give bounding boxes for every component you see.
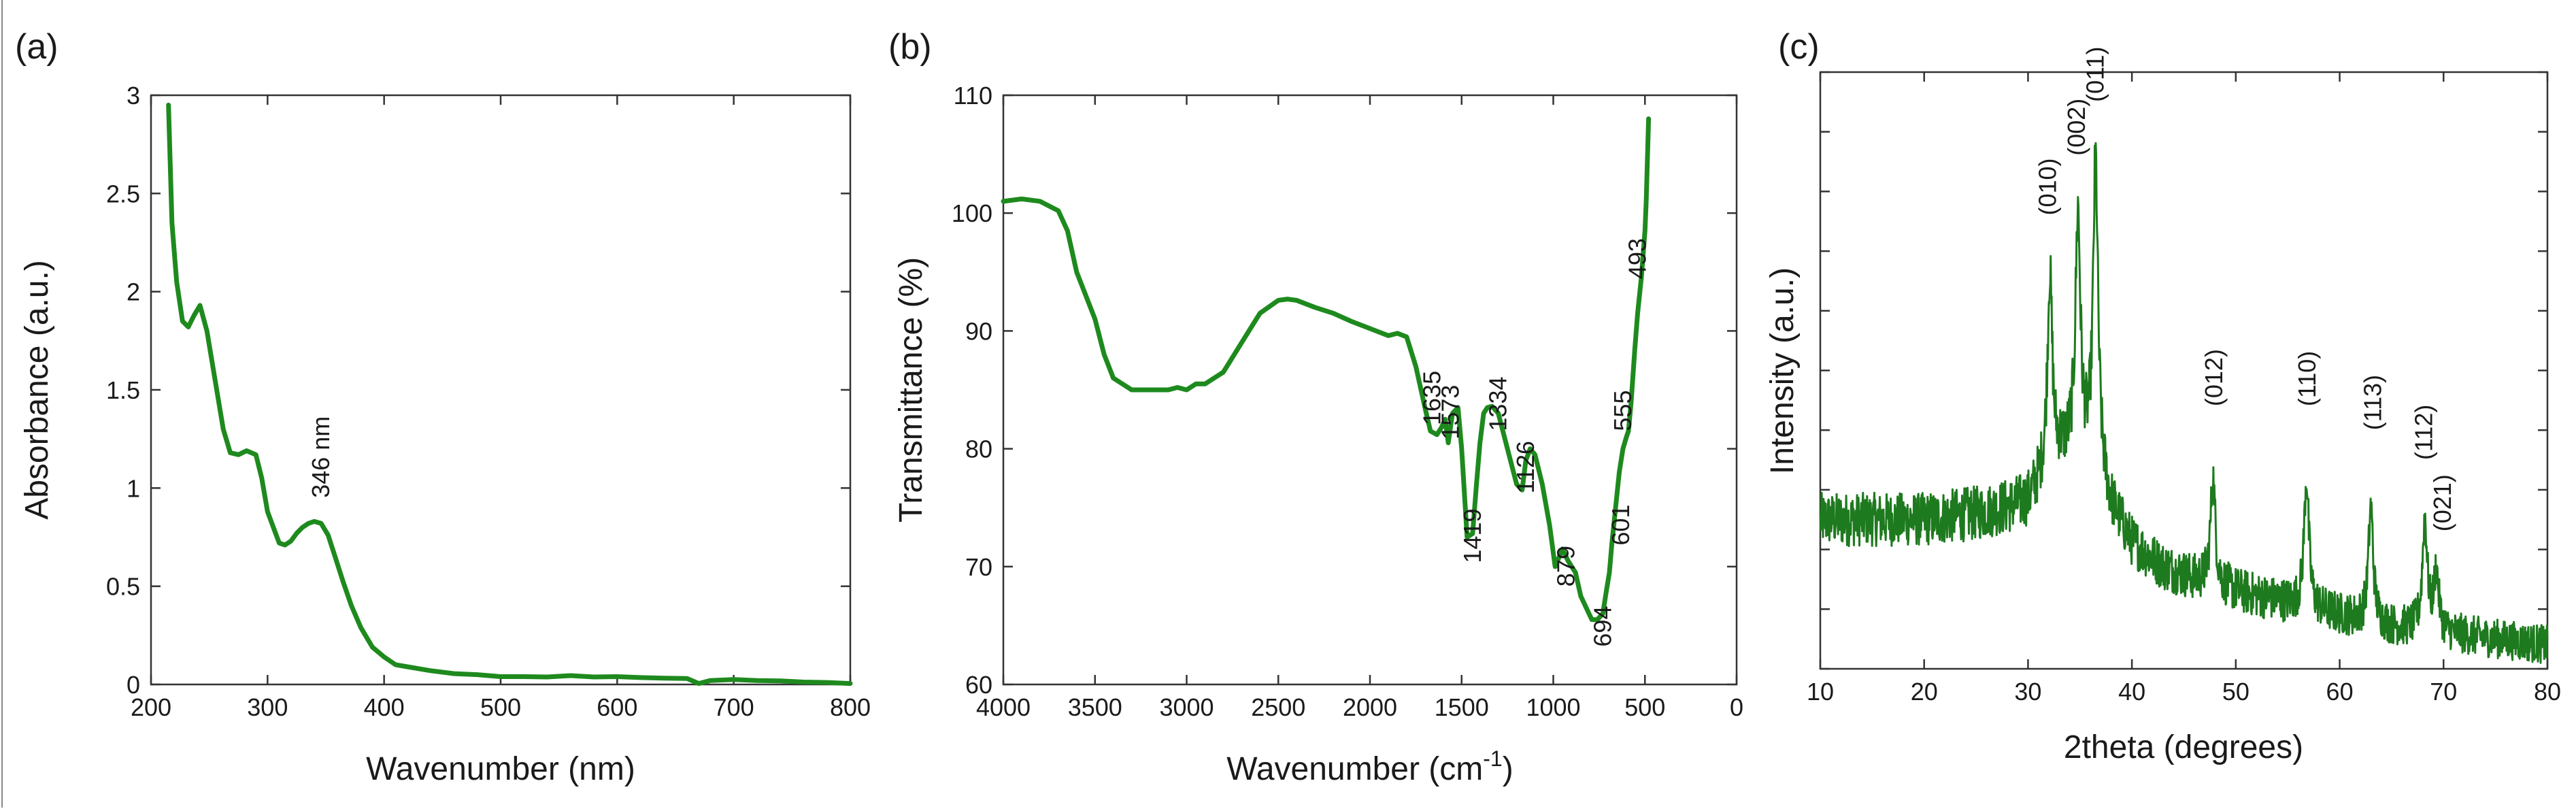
panel-c-annotations: (010)(002)(011) (012) (110) (113) (112) (021) xyxy=(2033,47,2456,532)
panel-c-x-ticks: 10 20 30 40 50 60 70 80 xyxy=(1807,72,2561,706)
panel-a-annotations: 346 nm xyxy=(307,416,335,498)
panel-c-x-tick-label: 80 xyxy=(2534,678,2561,706)
panel-b-x-axis-label-tail: ) xyxy=(1503,751,1513,787)
panel-c-annotation-label: (021) xyxy=(2428,474,2456,531)
panel-b-annotation-label: 493 xyxy=(1624,238,1652,279)
panel-c-x-tick-label: 60 xyxy=(2326,678,2354,706)
panel-a-y-tick-label: 1.5 xyxy=(106,376,140,404)
panel-c-series xyxy=(1820,143,2547,663)
panel-a-x-tick-label: 500 xyxy=(480,693,521,721)
panel-b-annotation-label: 601 xyxy=(1607,505,1635,546)
panel-b-annotation-label: 1419 xyxy=(1458,509,1486,563)
panel-c-annotation-label: (113) xyxy=(2358,375,2386,430)
panel-b-series xyxy=(1003,119,1649,620)
panel-c-annotation-label: (010) xyxy=(2033,158,2061,215)
panel-b-annotation-label: 555 xyxy=(1609,391,1637,431)
panel-a-y-tick-label: 2.5 xyxy=(106,180,140,208)
panel-b-y-tick-label: 110 xyxy=(954,82,992,110)
panel-b-x-axis-label-superscript: -1 xyxy=(1483,746,1502,771)
panel-b-x-tick-label: 3500 xyxy=(1068,693,1122,721)
panel-a-plot-area xyxy=(151,95,850,684)
panel-c-x-tick-label: 10 xyxy=(1807,678,1834,706)
panel-b-x-tick-label: 1000 xyxy=(1526,693,1580,721)
panel-b-x-tick-label: 500 xyxy=(1624,693,1665,721)
panel-a-y-tick-label: 0 xyxy=(127,671,140,699)
panel-a-label: (a) xyxy=(15,27,58,67)
panel-b-y-tick-label: 70 xyxy=(965,553,992,581)
panel-b-annotation-label: 1126 xyxy=(1511,441,1539,493)
panel-b-annotation-label: 1573 xyxy=(1437,385,1465,440)
panel-b-x-tick-label: 2000 xyxy=(1343,693,1397,721)
panel-b-y-tick-label: 100 xyxy=(952,199,992,227)
panel-b-annotation-label: 694 xyxy=(1588,606,1616,647)
panel-c-x-tick-label: 30 xyxy=(2014,678,2041,706)
panel-c-annotation-label: (011) xyxy=(2081,47,2109,102)
panel-a-series xyxy=(169,105,850,683)
panel-b-plot-area xyxy=(1003,95,1737,684)
panel-b-annotation-label: 1334 xyxy=(1484,377,1512,431)
panel-a-x-tick-label: 600 xyxy=(597,693,637,721)
panel-c-x-tick-label: 20 xyxy=(1911,678,1938,706)
panel-b-x-tick-label: 3000 xyxy=(1159,693,1214,721)
panel-a-x-axis-label: Wavenumber (nm) xyxy=(366,751,635,787)
panel-c-x-tick-label: 70 xyxy=(2430,678,2457,706)
panel-c-y-axis-label: Intensity (a.u.) xyxy=(1764,267,1801,474)
panel-c-xrd-pattern-line xyxy=(1820,143,2547,663)
panel-b-y-axis-label: Transmittance (%) xyxy=(893,257,929,523)
panel-c-annotation-label: (012) xyxy=(2200,349,2228,406)
panel-a-y-tick-label: 1 xyxy=(127,474,140,502)
panel-a-y-tick-label: 3 xyxy=(127,82,140,110)
panel-b-y-ticks: 60 70 80 90 100 110 xyxy=(952,82,1737,699)
panel-b-annotation-label: 879 xyxy=(1552,546,1579,586)
panel-c-xrd: (c) 10 20 30 40 50 60 70 80 (010)(002)(011) (012… xyxy=(1764,27,2561,765)
panel-b-y-tick-label: 80 xyxy=(965,435,992,463)
panel-a-y-axis-label: Absorbance (a.u.) xyxy=(19,260,55,520)
panel-b-x-tick-label: 1500 xyxy=(1435,693,1489,721)
panel-a-y-tick-label: 2 xyxy=(127,278,140,306)
panel-b-y-tick-label: 90 xyxy=(965,317,992,345)
panel-a-x-tick-label: 300 xyxy=(247,693,288,721)
panel-c-x-axis-label: 2theta (degrees) xyxy=(2064,729,2303,765)
panel-c-annotation-label: (110) xyxy=(2293,351,2321,406)
panel-b-label: (b) xyxy=(888,27,932,67)
panel-c-x-tick-label: 40 xyxy=(2118,678,2145,706)
panel-b-x-axis-label: Wavenumber (cm-1) xyxy=(1226,746,1513,787)
panel-b-series-line xyxy=(1003,119,1649,620)
panel-a-series-line xyxy=(169,105,850,683)
panel-a-x-tick-label: 400 xyxy=(364,693,405,721)
panel-c-annotation-label: (002) xyxy=(2062,99,2090,156)
panel-c-label: (c) xyxy=(1778,27,1820,67)
panel-c-annotation-label: (112) xyxy=(2409,405,2437,460)
panel-b-x-axis-label-main: Wavenumber (cm xyxy=(1226,751,1483,787)
panel-a-x-tick-label: 800 xyxy=(830,693,871,721)
panel-c-x-tick-label: 50 xyxy=(2222,678,2249,706)
panel-a-annotation-label: 346 nm xyxy=(307,416,335,498)
panel-b-x-tick-label: 0 xyxy=(1730,693,1743,721)
panel-a-x-tick-label: 700 xyxy=(714,693,754,721)
panel-b-y-tick-label: 60 xyxy=(965,671,992,699)
panel-b-x-tick-label: 2500 xyxy=(1251,693,1305,721)
panel-a-y-tick-label: 0.5 xyxy=(106,573,140,601)
